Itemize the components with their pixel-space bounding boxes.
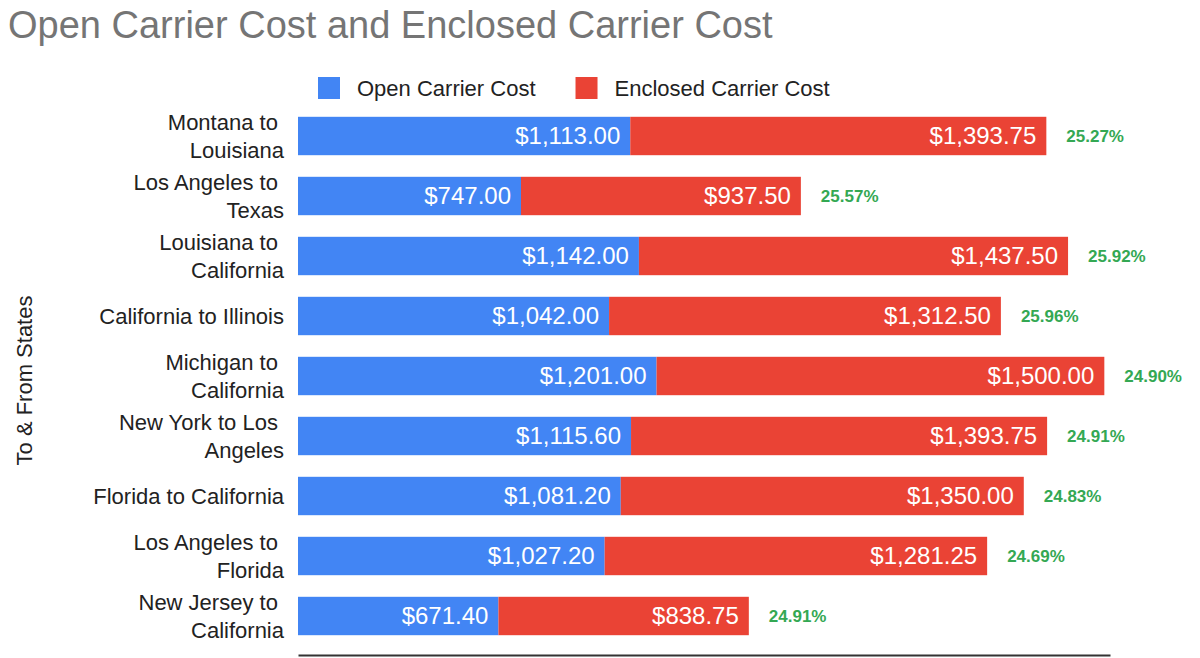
y-tick-label-line: New Jersey to xyxy=(139,590,285,615)
legend-label: Open Carrier Cost xyxy=(357,76,536,101)
annotation: 24.91% xyxy=(769,607,827,626)
annotation: 24.90% xyxy=(1124,367,1182,386)
annotation: 25.27% xyxy=(1066,127,1124,146)
title: Open Carrier Cost and Enclosed Carrier C… xyxy=(8,4,773,46)
bar xyxy=(631,417,1047,455)
annotation: 25.96% xyxy=(1021,307,1079,326)
data-label: $1,350.00 xyxy=(907,482,1014,509)
bar xyxy=(298,417,631,455)
y-tick-label: California to Illinois xyxy=(99,304,284,329)
y-tick-label-line: Louisiana xyxy=(190,138,285,163)
bar xyxy=(298,297,609,335)
data-label: $747.00 xyxy=(424,182,511,209)
data-label: $1,437.50 xyxy=(951,242,1058,269)
y-tick-label-line: Los Angeles to xyxy=(134,170,284,195)
data-label: $1,081.20 xyxy=(504,482,611,509)
y-tick-label-line: Michigan to xyxy=(165,350,284,375)
y-tick: Los Angeles to Texas xyxy=(134,170,298,223)
bar xyxy=(630,117,1046,155)
bar xyxy=(298,357,657,395)
y-tick-label-line: California to Illinois xyxy=(99,304,284,329)
y-tick-label: Los Angeles to Texas xyxy=(134,170,284,223)
annotations: 25.27% 25.57% 25.92% 25.96% 24.90% 24.91% 24.8… xyxy=(769,127,1182,626)
y-tick-label-line: Florida to California xyxy=(93,484,285,509)
x-axis xyxy=(299,655,1111,656)
y-tick: Los Angeles to Florida xyxy=(134,530,298,583)
y-tick-label: Louisiana to California xyxy=(159,230,285,283)
bar xyxy=(639,237,1068,275)
data-label: $1,027.20 xyxy=(488,542,595,569)
y-tick: Louisiana to California xyxy=(159,230,298,283)
y-tick-label-line: Angeles xyxy=(204,438,284,463)
y-tick: Montana to Louisiana xyxy=(168,110,298,163)
data-label: $1,201.00 xyxy=(540,362,647,389)
data-label: $1,312.50 xyxy=(884,302,991,329)
legend-swatch xyxy=(318,77,340,99)
data-label: $937.50 xyxy=(704,182,791,209)
y-tick: New York to Los Angeles xyxy=(119,410,298,463)
y-tick-label: Florida to California xyxy=(93,484,285,509)
y-tick: California to Illinois xyxy=(99,304,298,329)
annotation: 24.91% xyxy=(1067,427,1125,446)
y-tick-label: Michigan to California xyxy=(165,350,284,403)
bar xyxy=(298,477,621,515)
bar xyxy=(605,537,987,575)
y-tick: Florida to California xyxy=(93,484,298,509)
y-tick-label-line: California xyxy=(191,258,285,283)
bar xyxy=(298,537,605,575)
y-tick-label: Montana to Louisiana xyxy=(168,110,285,163)
data-label: $1,142.00 xyxy=(522,242,629,269)
y-axis-title: To & From States xyxy=(12,296,37,466)
data-labels: $1,113.00 $747.00 $1,142.00 $1,042.00 $1,201… xyxy=(402,122,1095,629)
y-tick-label: Los Angeles to Florida xyxy=(134,530,285,583)
data-label: $1,393.75 xyxy=(930,422,1037,449)
bar xyxy=(298,117,630,155)
chart: Open Carrier Cost and Enclosed Carrier C… xyxy=(0,0,1200,658)
bar xyxy=(298,177,521,215)
annotation: 25.92% xyxy=(1088,247,1146,266)
y-tick-label: New York to Los Angeles xyxy=(119,410,284,463)
legend: Open Carrier Cost Enclosed Carrier Cost xyxy=(318,76,830,101)
bar xyxy=(657,357,1105,395)
bar xyxy=(298,597,498,635)
bar xyxy=(621,477,1024,515)
legend-label: Enclosed Carrier Cost xyxy=(615,76,830,101)
bars xyxy=(298,117,1104,635)
data-label: $1,115.60 xyxy=(516,422,621,449)
bar xyxy=(521,177,801,215)
y-tick-label-line: California xyxy=(191,378,285,403)
data-label: $838.75 xyxy=(652,602,739,629)
data-label: $1,042.00 xyxy=(492,302,599,329)
data-label: $1,500.00 xyxy=(988,362,1095,389)
y-tick-label-line: California xyxy=(191,618,285,643)
y-tick-label-line: Montana to xyxy=(168,110,284,135)
y-tick-label: New Jersey to California xyxy=(139,590,285,643)
y-tick: Michigan to California xyxy=(165,350,298,403)
bar xyxy=(609,297,1001,335)
y-tick-label-line: Louisiana to xyxy=(159,230,284,255)
bar xyxy=(498,597,748,635)
annotation: 25.57% xyxy=(821,187,879,206)
annotation: 24.83% xyxy=(1044,487,1102,506)
bar xyxy=(298,237,639,275)
y-axis: Montana to Louisiana Los Angeles to Texas… xyxy=(93,110,298,643)
y-tick-label-line: Texas xyxy=(227,198,284,223)
annotation: 24.69% xyxy=(1007,547,1065,566)
y-tick-label-line: Florida xyxy=(217,558,285,583)
y-tick-label-line: New York to Los xyxy=(119,410,284,435)
x-axis-line xyxy=(299,655,1111,657)
y-tick: New Jersey to California xyxy=(139,590,299,643)
data-label: $1,393.75 xyxy=(930,122,1037,149)
data-label: $1,113.00 xyxy=(515,122,620,149)
data-label: $671.40 xyxy=(402,602,489,629)
data-label: $1,281.25 xyxy=(870,542,977,569)
y-tick-label-line: Los Angeles to xyxy=(134,530,284,555)
legend-swatch xyxy=(576,77,598,99)
